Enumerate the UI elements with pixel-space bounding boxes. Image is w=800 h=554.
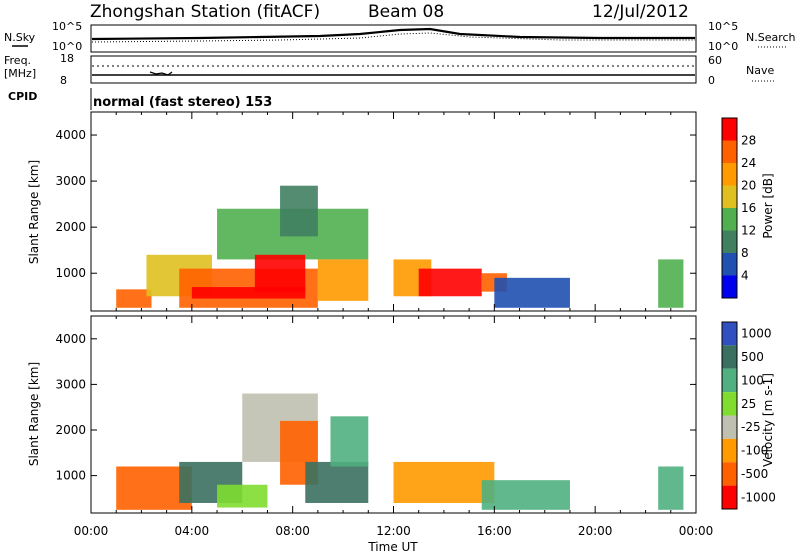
velocity-ytick-label-2: 3000 — [55, 377, 86, 391]
velocity-colorbar-segment-4 — [722, 415, 737, 439]
power-region-6 — [280, 185, 318, 237]
power-region-7 — [317, 259, 369, 301]
power-region-0 — [116, 289, 152, 308]
velocity-region-5 — [305, 461, 369, 503]
power-colorbar-tick-3: 16 — [741, 201, 756, 215]
xtick-label-0: 00:00 — [74, 524, 109, 538]
power-colorbar-segment-2 — [722, 163, 737, 186]
velocity-colorbar-segment-0 — [722, 322, 737, 346]
freq-tick-bottom: 8 — [60, 74, 67, 87]
velocity-colorbar-frame — [721, 321, 738, 510]
power-region-12 — [658, 259, 684, 308]
freq-wiggle — [149, 71, 173, 76]
power-region-9 — [418, 268, 482, 297]
freq-panel-frame — [90, 55, 697, 84]
xtick-label-3: 12:00 — [376, 524, 411, 538]
power-colorbar-tick-4: 20 — [741, 179, 756, 193]
velocity-ytick-label-1: 2000 — [55, 423, 86, 437]
freq-label-line2: [MHz] — [4, 67, 36, 80]
time-axis: 00:00 04:00 08:00 12:00 16:00 20:00 00:00 — [74, 524, 714, 538]
freq-tick-top: 18 — [60, 52, 74, 65]
cpid-label: CPID — [8, 90, 37, 103]
velocity-colorbar-label: Velocity [m s-1] — [761, 373, 775, 467]
velocity-region-8 — [481, 480, 570, 510]
velocity-colorbar-tick-7: -1000 — [741, 490, 776, 504]
velocity-colorbar-tick-4: -25 — [741, 420, 761, 434]
power-colorbar-label: Power [dB] — [761, 173, 775, 238]
power-colorbar-tick-0: 4 — [741, 269, 749, 283]
power-colorbar-tick-1: 8 — [741, 246, 749, 260]
velocity-ytick-label-0: 1000 — [55, 469, 86, 483]
velocity-colorbar-segment-3 — [722, 392, 737, 416]
xtick-label-6: 00:00 — [679, 524, 714, 538]
nsky-panel-frame — [90, 24, 697, 53]
velocity-axes: 1000 2000 3000 4000 — [55, 316, 697, 513]
power-ytick-label-1: 2000 — [55, 220, 86, 234]
nsearch-tick-top: 10^5 — [708, 20, 738, 33]
power-ytick-label-3: 4000 — [55, 128, 86, 142]
xtick-label-5: 20:00 — [578, 524, 613, 538]
xtick-label-1: 04:00 — [175, 524, 210, 538]
nsky-tick-bottom: 10^0 — [52, 40, 82, 53]
nave-tick-bottom: 0 — [708, 74, 715, 87]
power-region-5 — [254, 254, 306, 292]
nsky-label: N.Sky — [4, 31, 36, 44]
power-colorbar-tick-5: 24 — [741, 156, 756, 170]
velocity-colorbar-segment-5 — [722, 438, 737, 463]
velocity-colorbar-tick-6: -500 — [741, 467, 768, 481]
nave-tick-top: 60 — [708, 54, 722, 67]
velocity-colorbar-tick-5: -100 — [741, 444, 768, 458]
nsky-tick-top: 10^5 — [52, 20, 82, 33]
velocity-colorbar-segment-6 — [722, 462, 737, 486]
power-colorbar-segment-7 — [722, 275, 737, 298]
nsky-series-line — [91, 27, 695, 41]
cpid-text: normal (fast stereo) 153 — [93, 95, 272, 110]
power-colorbar-segment-6 — [722, 253, 737, 276]
velocity-region-6 — [330, 416, 369, 467]
velocity-colorbar-label-group: Velocity [m s-1] — [761, 373, 775, 467]
date-label: 12/Jul/2012 — [592, 2, 689, 22]
power-colorbar-segment-0 — [722, 118, 737, 141]
xtick-label-2: 08:00 — [275, 524, 310, 538]
velocity-colorbar-tick-1: 500 — [741, 350, 764, 364]
xaxis-label: Time UT — [367, 540, 418, 554]
power-colorbar-tick-6: 28 — [741, 134, 756, 148]
velocity-colorbar-segment-1 — [722, 345, 737, 369]
velocity-region-9 — [658, 466, 684, 510]
xtick-label-4: 16:00 — [477, 524, 512, 538]
nave-label: Nave — [746, 64, 774, 77]
power-colorbar-segment-4 — [722, 208, 737, 231]
power-ytick-label-0: 1000 — [55, 266, 86, 280]
velocity-ytick-label-3: 4000 — [55, 332, 86, 346]
power-ytick-label-2: 3000 — [55, 174, 86, 188]
power-colorbar: 4 8 12 16 20 24 28 — [721, 117, 756, 299]
beam-label: Beam 08 — [368, 2, 444, 22]
velocity-region-2 — [217, 484, 268, 508]
velocity-colorbar-tick-3: 25 — [741, 397, 756, 411]
nsearch-series-line — [91, 32, 695, 43]
power-colorbar-frame — [721, 117, 738, 299]
velocity-colorbar-segment-2 — [722, 368, 737, 393]
velocity-colorbar-tick-2: 100 — [741, 373, 764, 387]
velocity-heatmap — [116, 393, 684, 510]
freq-label-line1: Freq. — [4, 54, 31, 67]
nsearch-tick-bottom: 10^0 — [708, 40, 738, 53]
power-region-11 — [494, 277, 570, 308]
nsearch-label: N.Search — [746, 31, 796, 44]
figure-title: Zhongshan Station (fitACF) — [90, 2, 320, 22]
power-heatmap — [116, 185, 684, 308]
power-colorbar-segment-1 — [722, 140, 737, 163]
power-region-3 — [191, 287, 306, 299]
velocity-ylabel: Slant Range [km] — [27, 362, 41, 466]
power-colorbar-segment-3 — [722, 185, 737, 208]
power-colorbar-tick-2: 12 — [741, 224, 756, 238]
power-colorbar-segment-5 — [722, 230, 737, 253]
velocity-region-7 — [393, 461, 495, 503]
power-axes: 1000 2000 3000 4000 — [55, 112, 697, 311]
velocity-colorbar-tick-0: 1000 — [741, 327, 772, 341]
power-ylabel: Slant Range [km] — [27, 160, 41, 264]
velocity-colorbar: 1000 500 100 25 -25 -100 -500 -1000 — [721, 321, 776, 510]
velocity-colorbar-segment-7 — [722, 485, 737, 509]
